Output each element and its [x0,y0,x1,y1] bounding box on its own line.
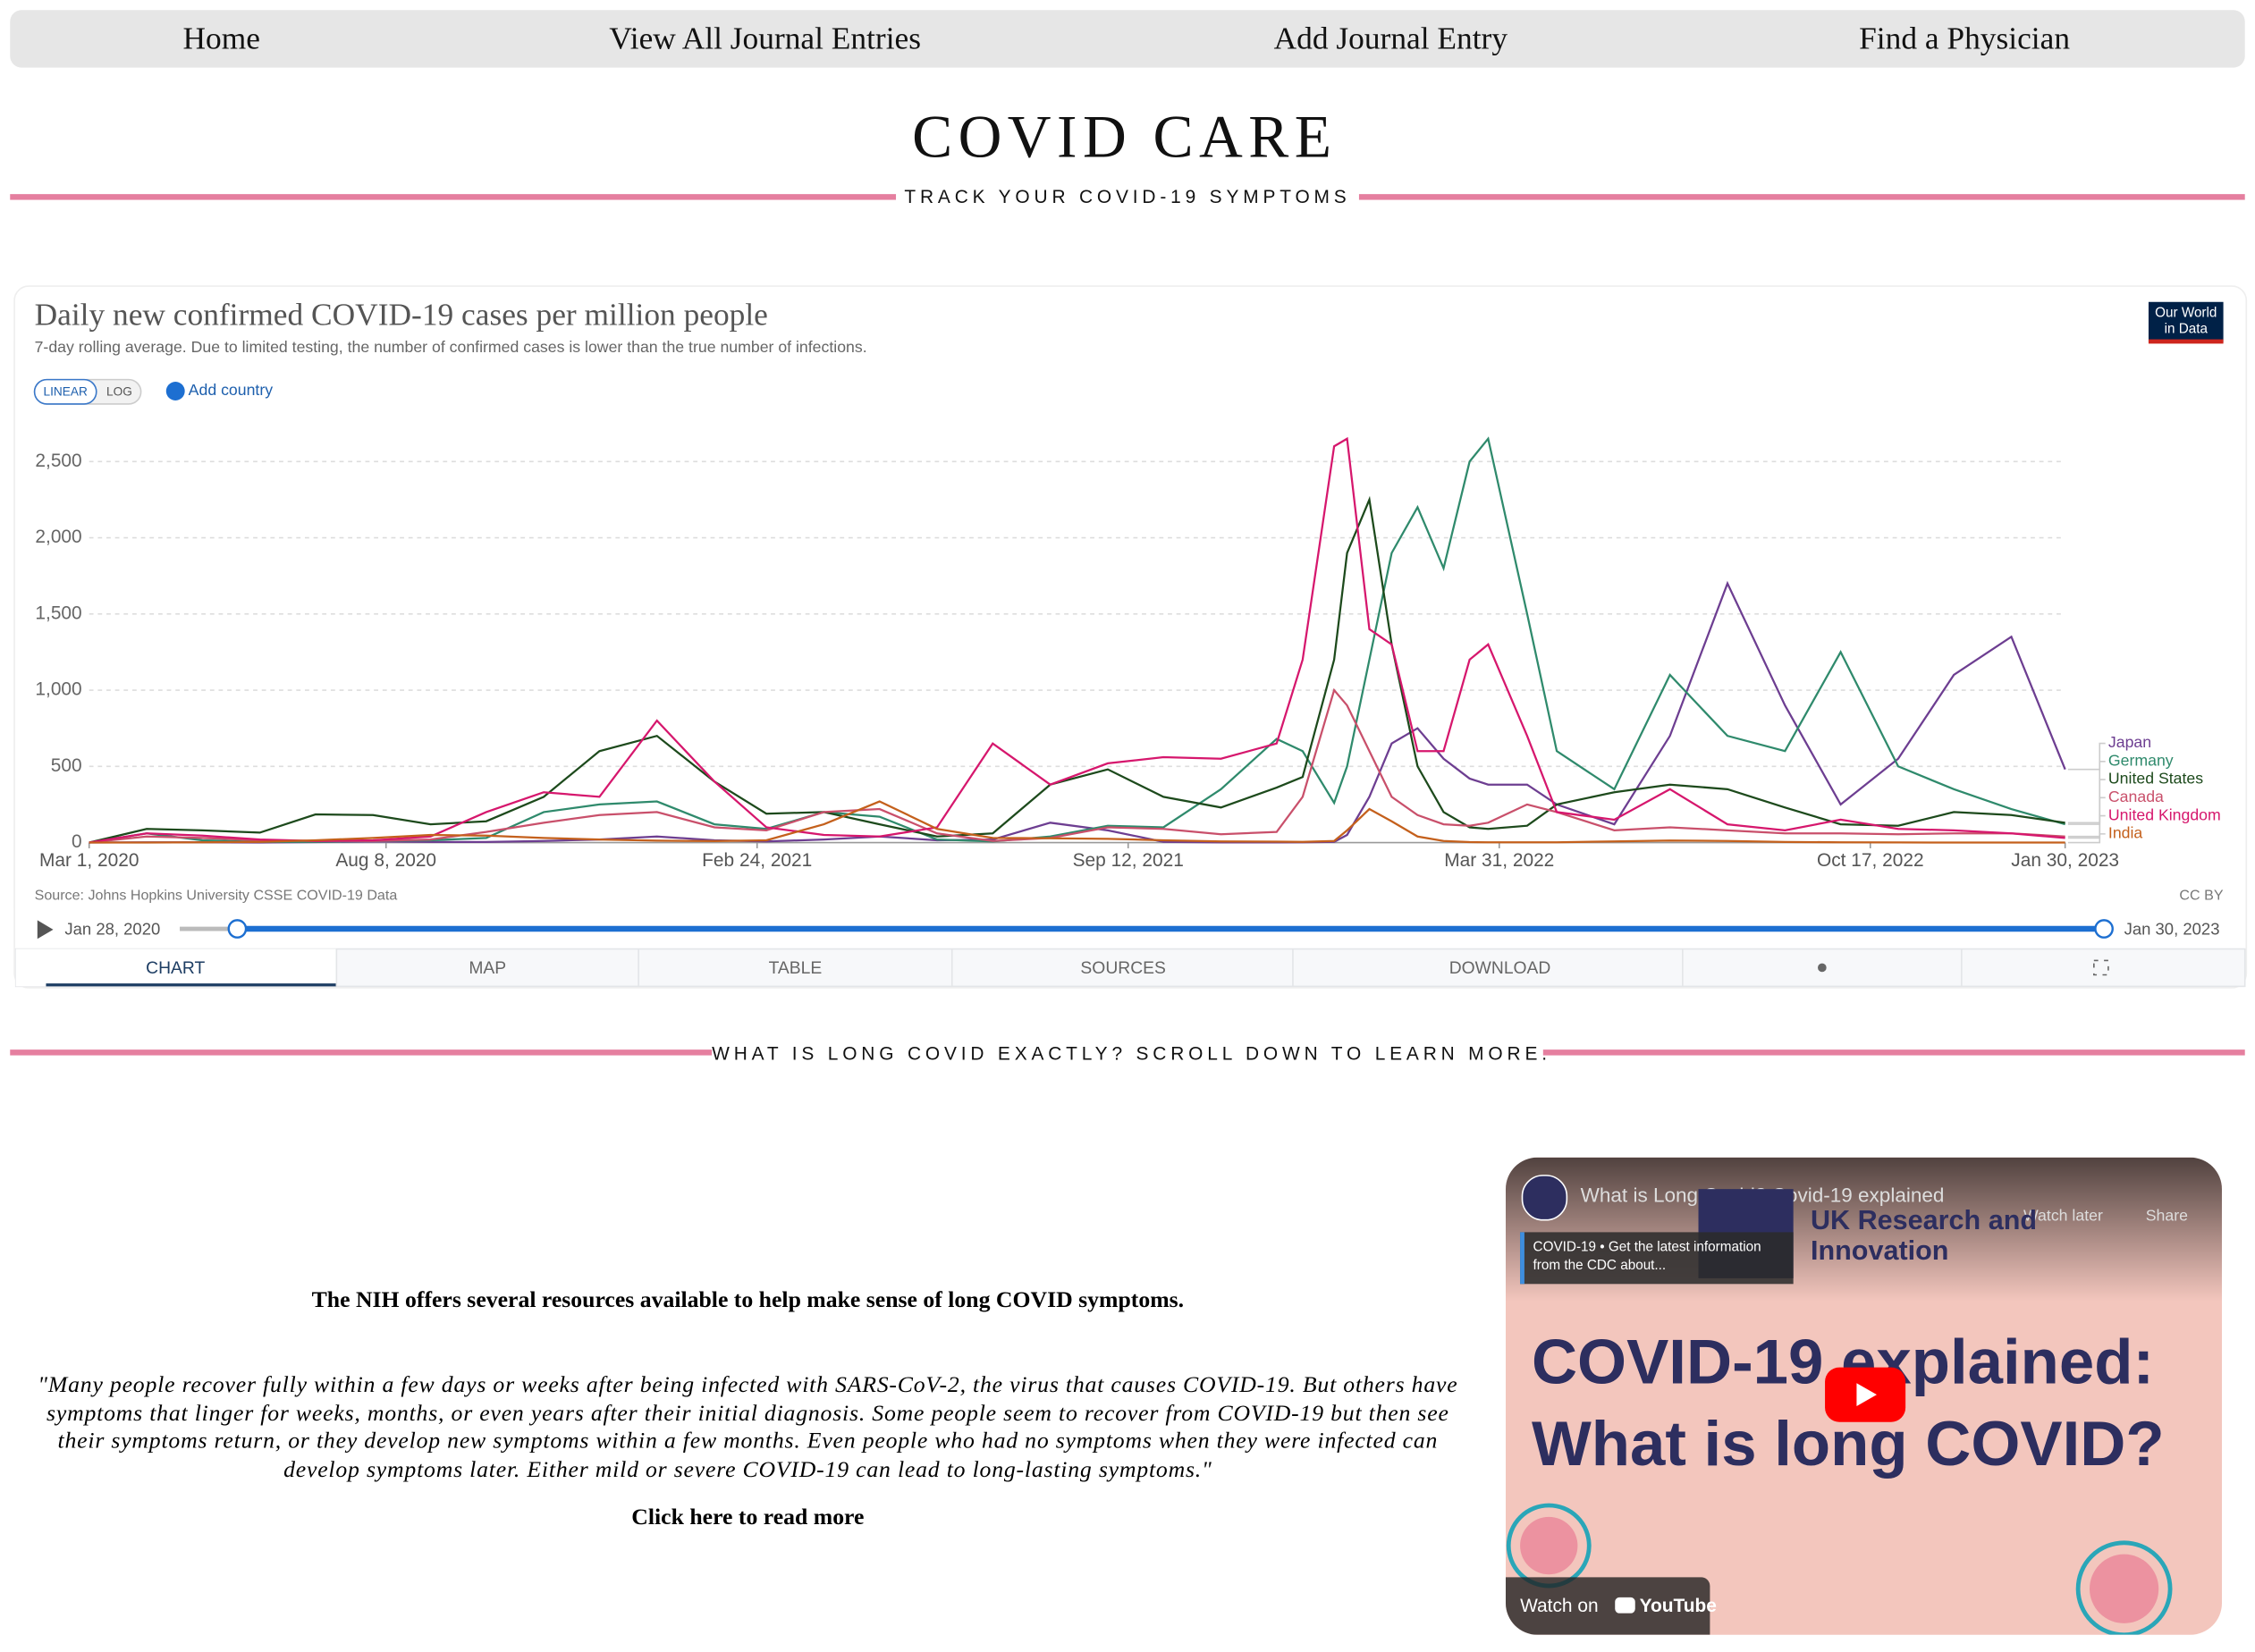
x-tick-label: Jan 30, 2023 [2011,850,2119,871]
legend-label: Japan [2108,733,2151,751]
fullscreen-icon[interactable] [2093,959,2109,976]
series-line [89,495,2065,844]
nav-link[interactable]: Find a Physician [1859,20,2071,56]
divider [1542,1049,2245,1056]
nav-link[interactable]: Add Journal Entry [1273,20,1508,56]
chart-subtitle: 7-day rolling average. Due to limited te… [35,338,867,356]
channel-name: UK Research and Innovation [1810,1206,2038,1268]
tab-bar [14,948,2246,988]
series-line [89,436,2065,844]
play-button[interactable] [37,920,54,940]
legend-label: Germany [2108,751,2174,769]
x-tick-label: Feb 24, 2021 [702,850,812,871]
youtube-icon [1615,1597,1635,1614]
timeline-end: Jan 30, 2023 [2124,920,2220,939]
legend-leader [2067,814,2106,839]
legend-label: India [2108,824,2143,842]
y-tick-label: 2,000 [35,527,81,547]
legend-leader [2067,833,2106,844]
tab-active [15,948,337,987]
read-more-link[interactable]: Click here to read more [631,1504,865,1530]
x-tick-label: Mar 31, 2022 [1444,850,1554,871]
watch-later[interactable]: Watch later [2023,1208,2103,1226]
tab[interactable]: DOWNLOAD [1449,959,1551,978]
divider [10,1049,713,1056]
x-tick-label: Aug 8, 2020 [335,850,436,871]
tab[interactable]: SOURCES [1080,959,1165,978]
x-tick-label: Sep 12, 2021 [1073,850,1184,871]
y-tick-label: 1,000 [35,679,81,700]
divider [10,194,897,200]
section-heading: WHAT IS LONG COVID EXACTLY? SCROLL DOWN … [712,1042,1551,1065]
video-art [1506,1503,2173,1635]
chart-title: Daily new confirmed COVID-19 cases per m… [35,297,768,333]
add-country[interactable]: Add country [189,381,274,399]
y-tick-label: 500 [51,755,82,776]
legend-leader [2067,742,2106,771]
site-subtitle: TRACK YOUR COVID-19 SYMPTOMS [904,185,1351,207]
divider [1358,194,2245,200]
timeline-handle[interactable] [2094,919,2114,939]
watch-on-bar[interactable]: Watch on YouTube [1505,1577,1717,1635]
series-line [89,800,2065,844]
youtube-wordmark: YouTube [1639,1594,1717,1616]
legend-label: United States [2108,770,2203,788]
quote: "Many people recover fully within a few … [38,1373,1458,1482]
channel-avatar [1521,1175,1568,1221]
license: CC BY [2179,887,2223,903]
chart: Daily new confirmed COVID-19 cases per m… [13,285,2248,989]
series-line [89,687,2065,844]
share[interactable]: Share [2145,1208,2188,1226]
play-button[interactable] [1825,1367,1906,1422]
tab[interactable]: CHART [146,959,205,978]
y-tick-label: 2,500 [35,451,81,471]
x-tick-label: Mar 1, 2020 [39,850,139,871]
intro-text: The NIH offers several resources availab… [311,1288,1185,1313]
tab[interactable]: MAP [469,959,506,978]
virus-art [1520,1516,2159,1623]
info-card[interactable]: COVID-19 • Get the latest information fr… [1520,1232,1794,1285]
play-icon [1856,1383,1877,1407]
watch-on: Watch on [1520,1594,1599,1616]
site-title: COVID CARE [912,105,1338,172]
add-icon[interactable] [165,382,185,400]
chart-frame [13,285,2248,989]
video-headline: COVID-19 explained: What is long COVID? [1531,1327,2165,1480]
timeline-handle[interactable] [227,919,248,939]
scale-active[interactable] [33,378,97,405]
legend-label: United Kingdom [2108,805,2221,823]
logo-stripe [2148,339,2224,344]
legend-label: Canada [2108,788,2164,805]
logo-text: Our World [2155,306,2217,321]
y-tick-label: 1,500 [35,603,81,623]
series-line [89,436,2065,844]
video-embed[interactable]: What is Long Covid? Covid-19 explained W… [1505,1157,2222,1635]
x-tick-label: Oct 17, 2022 [1817,850,1924,871]
tab[interactable]: TABLE [769,959,823,978]
scale-button[interactable]: LINEAR [44,385,88,399]
share-icon[interactable] [1818,963,1827,973]
logo-box [2148,301,2224,342]
nav-link[interactable]: View All Journal Entries [609,20,922,56]
nav-link[interactable]: Home [182,20,260,56]
timeline-start: Jan 28, 2020 [64,920,160,939]
logo-text: in Data [2165,321,2209,336]
chart-source: Source: Johns Hopkins University CSSE CO… [35,887,398,903]
nav-bar: Home View All Journal Entries Add Journa… [10,10,2245,68]
scale-button[interactable]: LOG [106,385,132,399]
y-tick-label: 0 [72,831,82,852]
